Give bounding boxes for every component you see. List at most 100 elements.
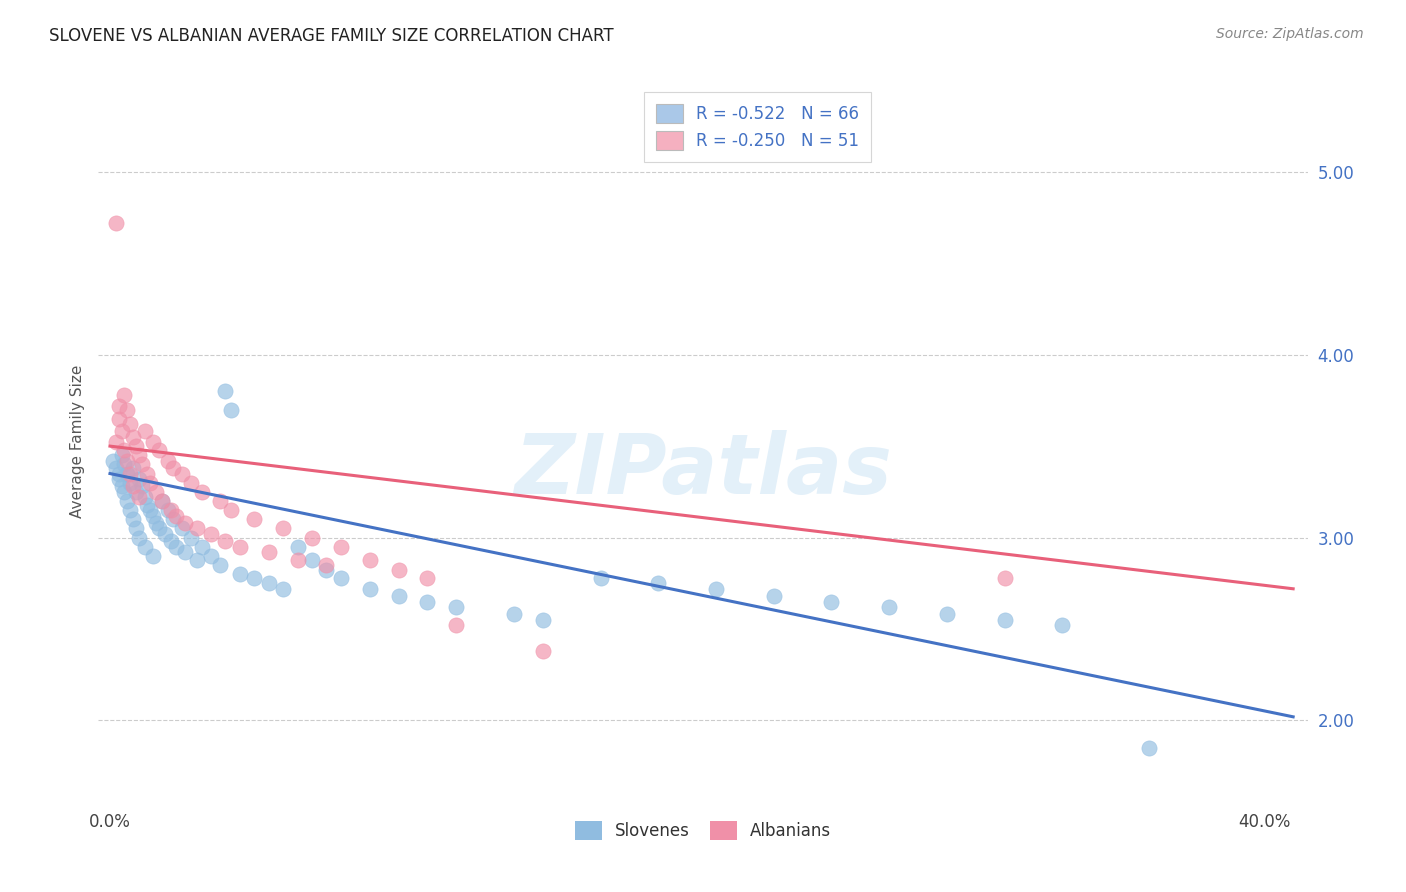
Point (180, 531, 202, 545)
Point (156, 454, 179, 468)
Point (145, 484, 167, 499)
Point (208, 494, 231, 508)
Point (589, 571, 612, 585)
Point (647, 576, 669, 591)
Point (136, 467, 159, 481)
Point (134, 540, 156, 554)
Point (257, 545, 280, 559)
Point (125, 439, 148, 453)
Point (107, 467, 129, 481)
Point (191, 484, 214, 499)
Point (120, 475, 142, 490)
Point (150, 494, 173, 508)
Point (165, 540, 187, 554)
Point (287, 540, 309, 554)
Point (162, 512, 184, 526)
Point (762, 589, 785, 603)
Point (446, 600, 468, 615)
Point (107, 399, 129, 413)
Point (271, 521, 294, 535)
Point (131, 458, 153, 472)
Point (112, 442, 135, 457)
Point (112, 388, 135, 402)
Point (172, 521, 194, 535)
Point (142, 549, 165, 563)
Point (503, 607, 526, 622)
Point (159, 503, 181, 517)
Point (159, 534, 181, 549)
Point (148, 442, 170, 457)
Point (301, 552, 323, 566)
Point (1052, 618, 1074, 632)
Point (287, 552, 309, 566)
Point (162, 461, 184, 475)
Point (186, 552, 208, 566)
Point (128, 491, 150, 505)
Point (387, 564, 409, 578)
Point (139, 475, 162, 490)
Point (174, 545, 197, 559)
Point (120, 467, 142, 481)
Point (191, 540, 214, 554)
Point (329, 540, 352, 554)
Point (229, 540, 252, 554)
Point (329, 571, 352, 585)
Point (122, 461, 145, 475)
Point (156, 503, 179, 517)
Point (446, 618, 468, 632)
Point (531, 613, 554, 627)
Point (359, 552, 381, 566)
Point (128, 472, 150, 486)
Point (122, 479, 145, 493)
Point (107, 411, 129, 425)
Point (122, 430, 145, 444)
Point (257, 576, 280, 591)
Point (128, 531, 150, 545)
Point (315, 564, 337, 578)
Point (142, 435, 165, 450)
Point (172, 467, 194, 481)
Point (186, 521, 208, 535)
Point (214, 534, 236, 549)
Text: ZIPatlas: ZIPatlas (515, 430, 891, 511)
Point (110, 479, 132, 493)
Point (416, 594, 439, 608)
Point (704, 582, 727, 596)
Point (107, 472, 129, 486)
Point (125, 484, 148, 499)
Point (935, 607, 957, 622)
Legend: Slovenes, Albanians: Slovenes, Albanians (567, 813, 839, 848)
Point (110, 448, 132, 462)
Point (120, 417, 142, 432)
Point (416, 571, 439, 585)
Point (148, 521, 170, 535)
Point (1137, 740, 1160, 755)
Point (142, 508, 165, 523)
Point (139, 503, 162, 517)
Point (150, 494, 173, 508)
Point (104, 461, 127, 475)
Point (219, 503, 242, 517)
Point (117, 494, 139, 508)
Point (134, 425, 156, 439)
Point (301, 531, 323, 545)
Point (122, 512, 145, 526)
Point (134, 491, 156, 505)
Point (117, 467, 139, 481)
Point (128, 448, 150, 462)
Point (243, 571, 266, 585)
Point (112, 484, 135, 499)
Point (387, 589, 409, 603)
Point (214, 384, 236, 399)
Point (993, 613, 1015, 627)
Point (117, 402, 139, 417)
Point (271, 582, 294, 596)
Point (993, 571, 1015, 585)
Point (117, 454, 139, 468)
Point (219, 402, 242, 417)
Point (120, 503, 142, 517)
Point (125, 521, 148, 535)
Point (104, 435, 127, 450)
Point (229, 567, 252, 582)
Point (131, 479, 153, 493)
